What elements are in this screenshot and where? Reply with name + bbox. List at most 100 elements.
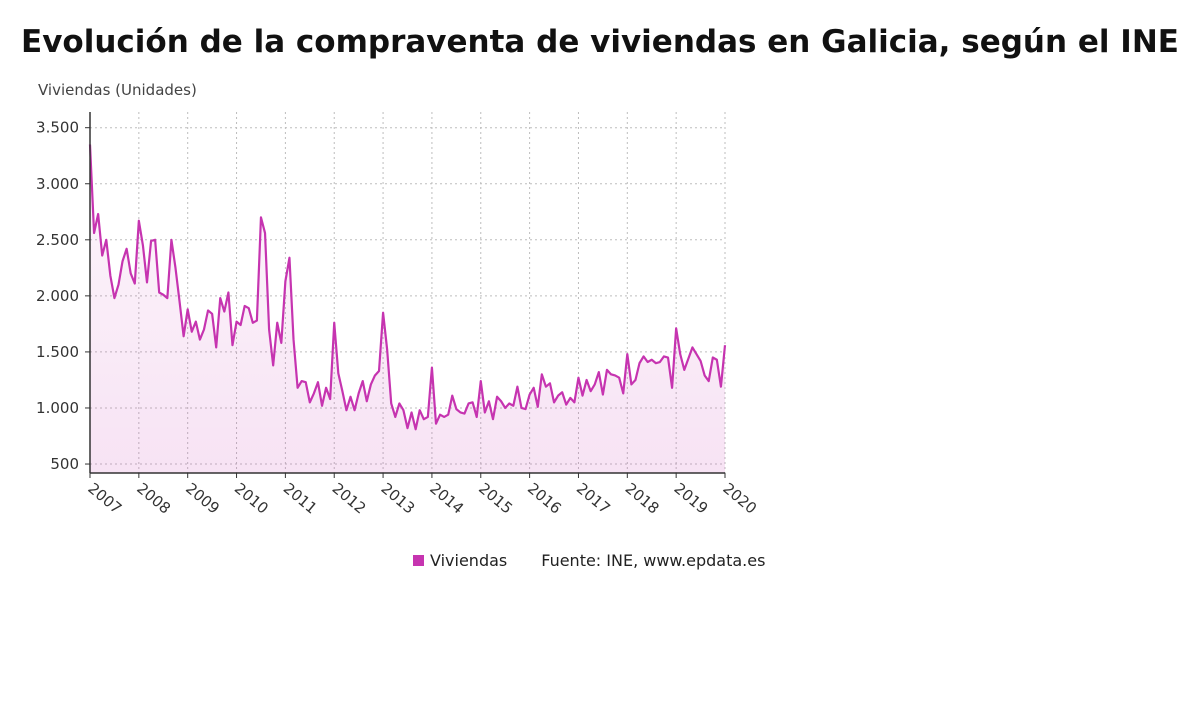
data-point xyxy=(578,377,580,379)
data-point xyxy=(439,414,441,416)
data-point xyxy=(500,400,502,402)
data-point xyxy=(333,322,335,324)
data-point xyxy=(354,409,356,411)
data-point xyxy=(150,240,152,242)
data-point xyxy=(199,339,201,341)
data-point xyxy=(337,372,339,374)
data-point xyxy=(386,349,388,351)
x-tick-label: 2019 xyxy=(671,479,712,517)
data-point xyxy=(175,267,177,269)
data-point xyxy=(635,379,637,381)
data-point xyxy=(403,409,405,411)
data-point xyxy=(545,386,547,388)
data-point xyxy=(724,344,726,346)
data-point xyxy=(366,400,368,402)
data-point xyxy=(671,387,673,389)
data-point xyxy=(480,380,482,382)
data-point xyxy=(712,357,714,359)
data-point xyxy=(223,311,225,313)
data-point xyxy=(293,339,295,341)
y-tick-label: 2.500 xyxy=(36,231,79,249)
data-point xyxy=(276,322,278,324)
y-tick-label: 500 xyxy=(50,455,79,473)
data-point xyxy=(268,329,270,331)
data-point xyxy=(431,367,433,369)
data-point xyxy=(472,401,474,403)
data-point xyxy=(219,297,221,299)
data-point xyxy=(692,347,694,349)
data-point xyxy=(655,362,657,364)
data-point xyxy=(289,257,291,259)
x-tick-label: 2017 xyxy=(573,479,614,517)
data-point xyxy=(573,401,575,403)
data-point xyxy=(700,360,702,362)
data-point xyxy=(329,398,331,400)
data-point xyxy=(138,220,140,222)
data-point xyxy=(561,391,563,393)
data-point xyxy=(394,416,396,418)
data-point xyxy=(382,312,384,314)
data-point xyxy=(154,239,156,241)
data-point xyxy=(305,381,307,383)
data-point xyxy=(460,412,462,414)
data-point xyxy=(301,380,303,382)
data-point xyxy=(521,407,523,409)
data-point xyxy=(114,297,116,299)
x-tick-label: 2011 xyxy=(280,479,321,517)
data-point xyxy=(525,408,527,410)
x-tick-label: 2007 xyxy=(84,479,125,517)
data-point xyxy=(504,407,506,409)
legend: Viviendas Fuente: INE, www.epdata.es xyxy=(413,551,765,570)
data-point xyxy=(667,357,669,359)
data-point xyxy=(488,400,490,402)
data-point xyxy=(647,361,649,363)
data-point xyxy=(610,373,612,375)
data-point xyxy=(427,416,429,418)
data-point xyxy=(134,283,136,285)
data-point xyxy=(602,394,604,396)
data-point xyxy=(492,418,494,420)
data-point xyxy=(419,409,421,411)
data-point xyxy=(244,305,246,307)
data-point xyxy=(215,347,217,349)
data-point xyxy=(704,375,706,377)
x-axis-ticks: 2007 2008 2009 2010 2011 2012 2013 2014 2015 2016… xyxy=(84,473,760,518)
y-axis-ticks: 500 1.000 1.500 2.000 2.500 3.000 3.500 xyxy=(36,119,90,473)
data-point xyxy=(390,403,392,405)
data-point xyxy=(537,406,539,408)
data-point xyxy=(203,329,205,331)
data-point xyxy=(126,248,128,250)
data-point xyxy=(716,359,718,361)
series-area-viviendas xyxy=(90,144,725,473)
data-point xyxy=(517,386,519,388)
data-point xyxy=(529,394,531,396)
data-point xyxy=(280,342,282,344)
x-tick-label: 2020 xyxy=(719,479,760,517)
data-point xyxy=(252,322,254,324)
data-point xyxy=(162,294,164,296)
x-tick-label: 2018 xyxy=(622,479,663,517)
data-point xyxy=(341,390,343,392)
data-point xyxy=(553,401,555,403)
data-point xyxy=(508,403,510,405)
y-tick-label: 2.000 xyxy=(36,287,79,305)
data-point xyxy=(447,414,449,416)
data-point xyxy=(260,216,262,218)
data-point xyxy=(236,321,238,323)
y-axis-label: Viviendas (Unidades) xyxy=(38,81,197,99)
data-point xyxy=(423,418,425,420)
data-point xyxy=(118,284,120,286)
data-point xyxy=(350,396,352,398)
x-tick-label: 2013 xyxy=(378,479,419,517)
data-point xyxy=(317,381,319,383)
x-tick-label: 2012 xyxy=(329,479,370,517)
data-point xyxy=(643,356,645,358)
data-point xyxy=(683,369,685,371)
data-point xyxy=(297,387,299,389)
data-point xyxy=(248,307,250,309)
y-tick-label: 1.000 xyxy=(36,399,79,417)
x-tick-label: 2009 xyxy=(182,479,223,517)
data-point xyxy=(158,292,160,294)
data-point xyxy=(122,260,124,262)
